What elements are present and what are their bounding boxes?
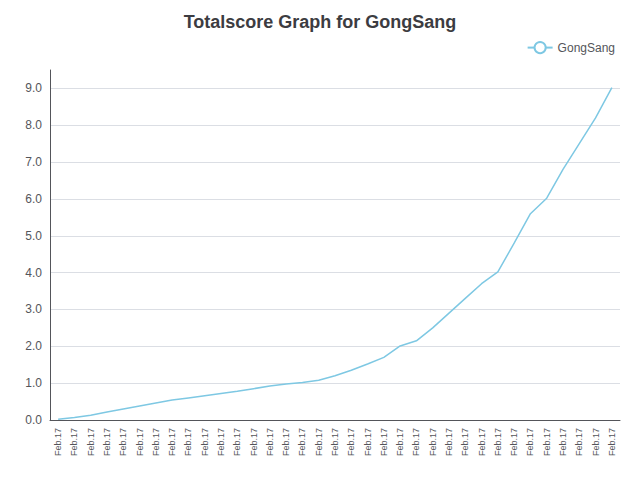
svg-text:Feb.17: Feb.17 [346,428,356,456]
svg-text:Feb.17: Feb.17 [232,428,242,456]
svg-text:Feb.17: Feb.17 [118,428,128,456]
svg-text:Feb.17: Feb.17 [574,428,584,456]
svg-text:GongSang: GongSang [558,41,615,55]
svg-text:Feb.17: Feb.17 [200,428,210,456]
svg-text:Feb.17: Feb.17 [493,428,503,456]
svg-text:Feb.17: Feb.17 [249,428,259,456]
svg-text:Feb.17: Feb.17 [509,428,519,456]
svg-text:Feb.17: Feb.17 [525,428,535,456]
svg-text:8.0: 8.0 [25,118,42,132]
svg-text:Feb.17: Feb.17 [265,428,275,456]
svg-text:Feb.17: Feb.17 [477,428,487,456]
svg-text:Feb.17: Feb.17 [542,428,552,456]
svg-text:Feb.17: Feb.17 [69,428,79,456]
svg-text:1.0: 1.0 [25,376,42,390]
svg-text:Feb.17: Feb.17 [411,428,421,456]
svg-text:Totalscore Graph for GongSang: Totalscore Graph for GongSang [184,12,457,32]
svg-text:7.0: 7.0 [25,155,42,169]
svg-text:5.0: 5.0 [25,229,42,243]
svg-text:Feb.17: Feb.17 [281,428,291,456]
svg-text:Feb.17: Feb.17 [558,428,568,456]
svg-text:Feb.17: Feb.17 [297,428,307,456]
svg-text:Feb.17: Feb.17 [86,428,96,456]
svg-text:Feb.17: Feb.17 [183,428,193,456]
svg-text:Feb.17: Feb.17 [460,428,470,456]
svg-text:2.0: 2.0 [25,339,42,353]
svg-text:Feb.17: Feb.17 [444,428,454,456]
svg-text:Feb.17: Feb.17 [151,428,161,456]
svg-text:Feb.17: Feb.17 [607,428,617,456]
svg-text:Feb.17: Feb.17 [102,428,112,456]
svg-text:Feb.17: Feb.17 [216,428,226,456]
svg-text:Feb.17: Feb.17 [591,428,601,456]
svg-text:Feb.17: Feb.17 [330,428,340,456]
svg-text:Feb.17: Feb.17 [135,428,145,456]
svg-text:3.0: 3.0 [25,302,42,316]
svg-text:Feb.17: Feb.17 [428,428,438,456]
svg-text:4.0: 4.0 [25,266,42,280]
svg-text:0.0: 0.0 [25,413,42,427]
svg-text:Feb.17: Feb.17 [379,428,389,456]
svg-text:Feb.17: Feb.17 [314,428,324,456]
svg-text:Feb.17: Feb.17 [363,428,373,456]
svg-text:9.0: 9.0 [25,81,42,95]
svg-text:Feb.17: Feb.17 [53,428,63,456]
svg-text:6.0: 6.0 [25,192,42,206]
svg-text:Feb.17: Feb.17 [395,428,405,456]
svg-text:Feb.17: Feb.17 [167,428,177,456]
